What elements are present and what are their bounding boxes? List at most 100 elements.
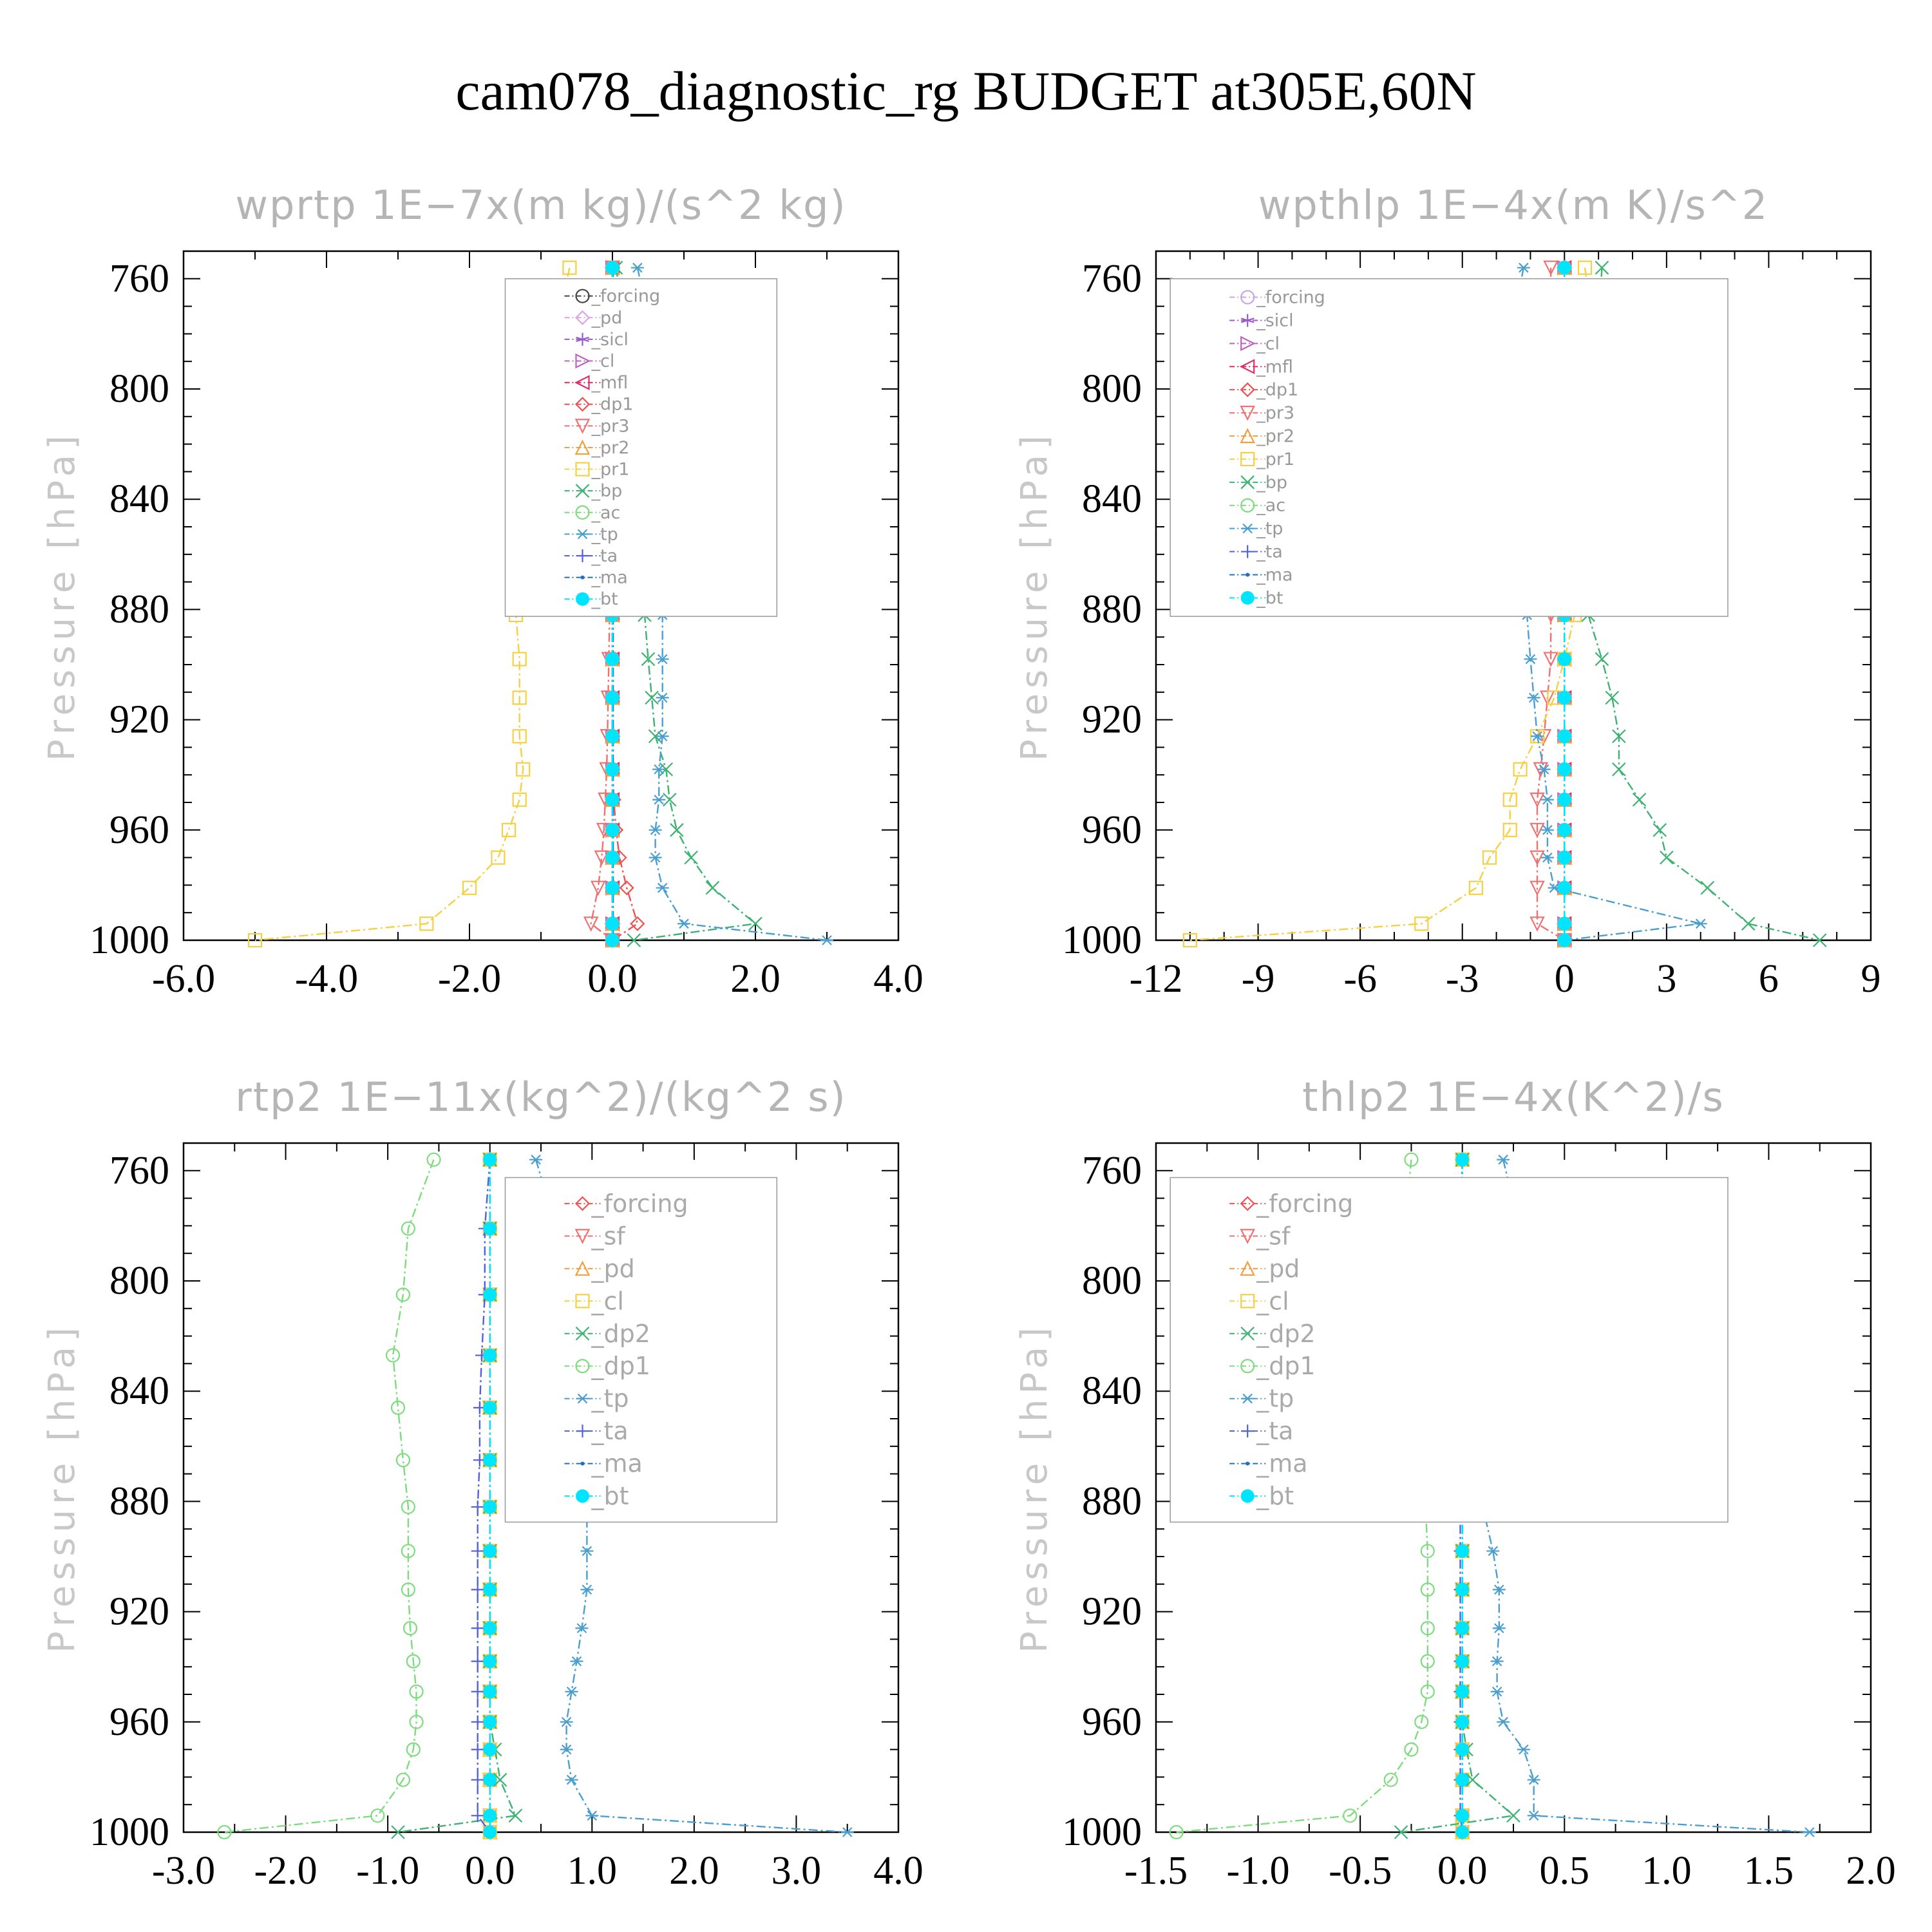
y-tick-label: 760 xyxy=(109,257,169,301)
series-point-bt xyxy=(1455,1153,1470,1167)
series-point-dp1 xyxy=(619,880,634,896)
series-point-tp xyxy=(649,852,662,863)
series-point-tp xyxy=(656,882,669,893)
series-point-ta xyxy=(471,1544,484,1558)
legend-label: _sicl xyxy=(591,330,629,350)
series-point-bt xyxy=(605,823,620,837)
series-point-dp1 xyxy=(1420,1621,1435,1636)
series-point-bt xyxy=(483,1153,497,1167)
legend-marker xyxy=(1241,523,1255,534)
series-point-bt xyxy=(605,261,620,275)
legend-marker xyxy=(1240,1294,1255,1309)
legend-label: _forcing xyxy=(591,287,661,307)
legend-label: _forcing xyxy=(591,1189,688,1218)
series-point-dp1 xyxy=(426,1152,441,1167)
x-tick-label: 4.0 xyxy=(873,957,923,1001)
series-point-bt xyxy=(605,762,620,777)
series-point-pr3 xyxy=(594,850,610,866)
series-point-dp1 xyxy=(401,1544,415,1558)
y-tick-label: 920 xyxy=(1082,698,1142,742)
y-tick-label: 960 xyxy=(109,1700,169,1744)
series-point-bt xyxy=(605,881,620,895)
legend: _forcing _sf _pd _cl _dp2 _dp1 _tp _ta _ma _bt xyxy=(1170,1177,1728,1523)
panel-thlp2: thlp2 1E−4x(K^2)/s Pressure [hPa] -1.5 -1.0… xyxy=(1014,1074,1896,1893)
series-point-dp1 xyxy=(1420,1684,1435,1699)
legend-marker xyxy=(576,1393,589,1404)
series-point-tp xyxy=(1803,1827,1816,1837)
x-tick-label: -6.0 xyxy=(152,957,215,1001)
legend-marker xyxy=(575,1326,590,1341)
legend-label: _cl xyxy=(1256,334,1280,354)
series-point-dp1 xyxy=(395,1453,411,1468)
series-point-bt xyxy=(1557,652,1571,666)
legend-marker xyxy=(1240,1359,1255,1374)
x-tick-label: -2.0 xyxy=(438,957,501,1001)
legend-label: _ma xyxy=(1256,565,1293,585)
legend-marker xyxy=(580,1461,585,1466)
series-point-bt xyxy=(1455,1808,1470,1823)
series-point-tp xyxy=(529,1154,543,1165)
series-point-tp xyxy=(580,1546,594,1557)
series-point-dp1 xyxy=(395,1287,411,1302)
series-point-dp1 xyxy=(406,1742,421,1757)
y-axis-label: Pressure [hPa] xyxy=(1014,1322,1056,1653)
legend-marker xyxy=(1239,359,1255,375)
legend-box xyxy=(504,278,778,617)
series-point-pr3 xyxy=(583,916,599,932)
series-point-bp xyxy=(1812,933,1827,947)
series-point-tp xyxy=(1527,692,1540,703)
legend-label: _tp xyxy=(591,524,618,544)
series-point-bp xyxy=(1612,729,1626,744)
series-point-bt xyxy=(605,916,620,931)
tick-marks xyxy=(183,1142,899,1833)
legend-label: _pr2 xyxy=(1256,426,1294,446)
x-tick-label: 0.5 xyxy=(1540,1849,1590,1893)
series-point-dp1 xyxy=(630,916,645,931)
y-tick-label: 760 xyxy=(1082,1149,1142,1193)
series-point-bt xyxy=(483,1544,497,1558)
series-point-bp xyxy=(663,792,677,807)
panel-title: wprtp 1E−7x(m kg)/(s^2 kg) xyxy=(235,182,846,229)
legend-marker xyxy=(574,1229,591,1244)
x-tick-label: 0.0 xyxy=(587,957,638,1001)
series-point-tp xyxy=(575,1623,589,1634)
series-point-bt xyxy=(483,1808,497,1823)
series-point-dp1 xyxy=(1420,1582,1435,1597)
series-point-tp xyxy=(1486,1546,1500,1557)
series-point-bt xyxy=(1455,1582,1470,1596)
x-tick-label: -6 xyxy=(1343,957,1377,1001)
series-point-tp xyxy=(1517,1744,1530,1755)
y-tick-label: 1000 xyxy=(1062,1810,1142,1854)
series-point-bp xyxy=(659,762,674,777)
figure-title: cam078_diagnostic_rg BUDGET at305E,60N xyxy=(455,60,1476,122)
x-tick-label: 2.0 xyxy=(669,1849,719,1893)
legend-marker xyxy=(1240,498,1255,513)
series-point-pr3 xyxy=(1543,260,1558,276)
legend-label: _cl xyxy=(591,1287,624,1315)
legend-marker xyxy=(1240,475,1255,489)
panel-title: wpthlp 1E−4x(m K)/s^2 xyxy=(1258,182,1768,229)
series-group xyxy=(217,1151,854,1841)
series-point-ta xyxy=(471,1685,484,1698)
legend-marker xyxy=(1240,314,1255,327)
series-point-tp xyxy=(1497,1717,1510,1727)
series-point-bt xyxy=(483,1621,497,1635)
series-point-bt xyxy=(1557,933,1571,947)
legend-marker xyxy=(1240,428,1255,444)
legend-label: _mfl xyxy=(1256,357,1293,377)
series-point-tp xyxy=(1490,1656,1504,1667)
y-tick-label: 800 xyxy=(1082,367,1142,411)
x-tick-label: 6 xyxy=(1759,957,1779,1001)
legend-label: _ta xyxy=(1256,1417,1293,1445)
series-point-dp2 xyxy=(1465,1772,1480,1787)
series-point-dp2 xyxy=(493,1772,507,1787)
series-point-tp xyxy=(1540,852,1554,863)
series-point-pr1 xyxy=(247,933,263,948)
series-point-tp xyxy=(840,1827,854,1837)
legend-label: _dp1 xyxy=(591,1352,650,1380)
y-tick-label: 880 xyxy=(1082,1479,1142,1523)
legend-marker xyxy=(576,592,589,606)
series-point-bt xyxy=(483,1500,497,1514)
x-tick-label: -3.0 xyxy=(152,1849,215,1893)
series-point-pr1 xyxy=(1482,850,1497,865)
